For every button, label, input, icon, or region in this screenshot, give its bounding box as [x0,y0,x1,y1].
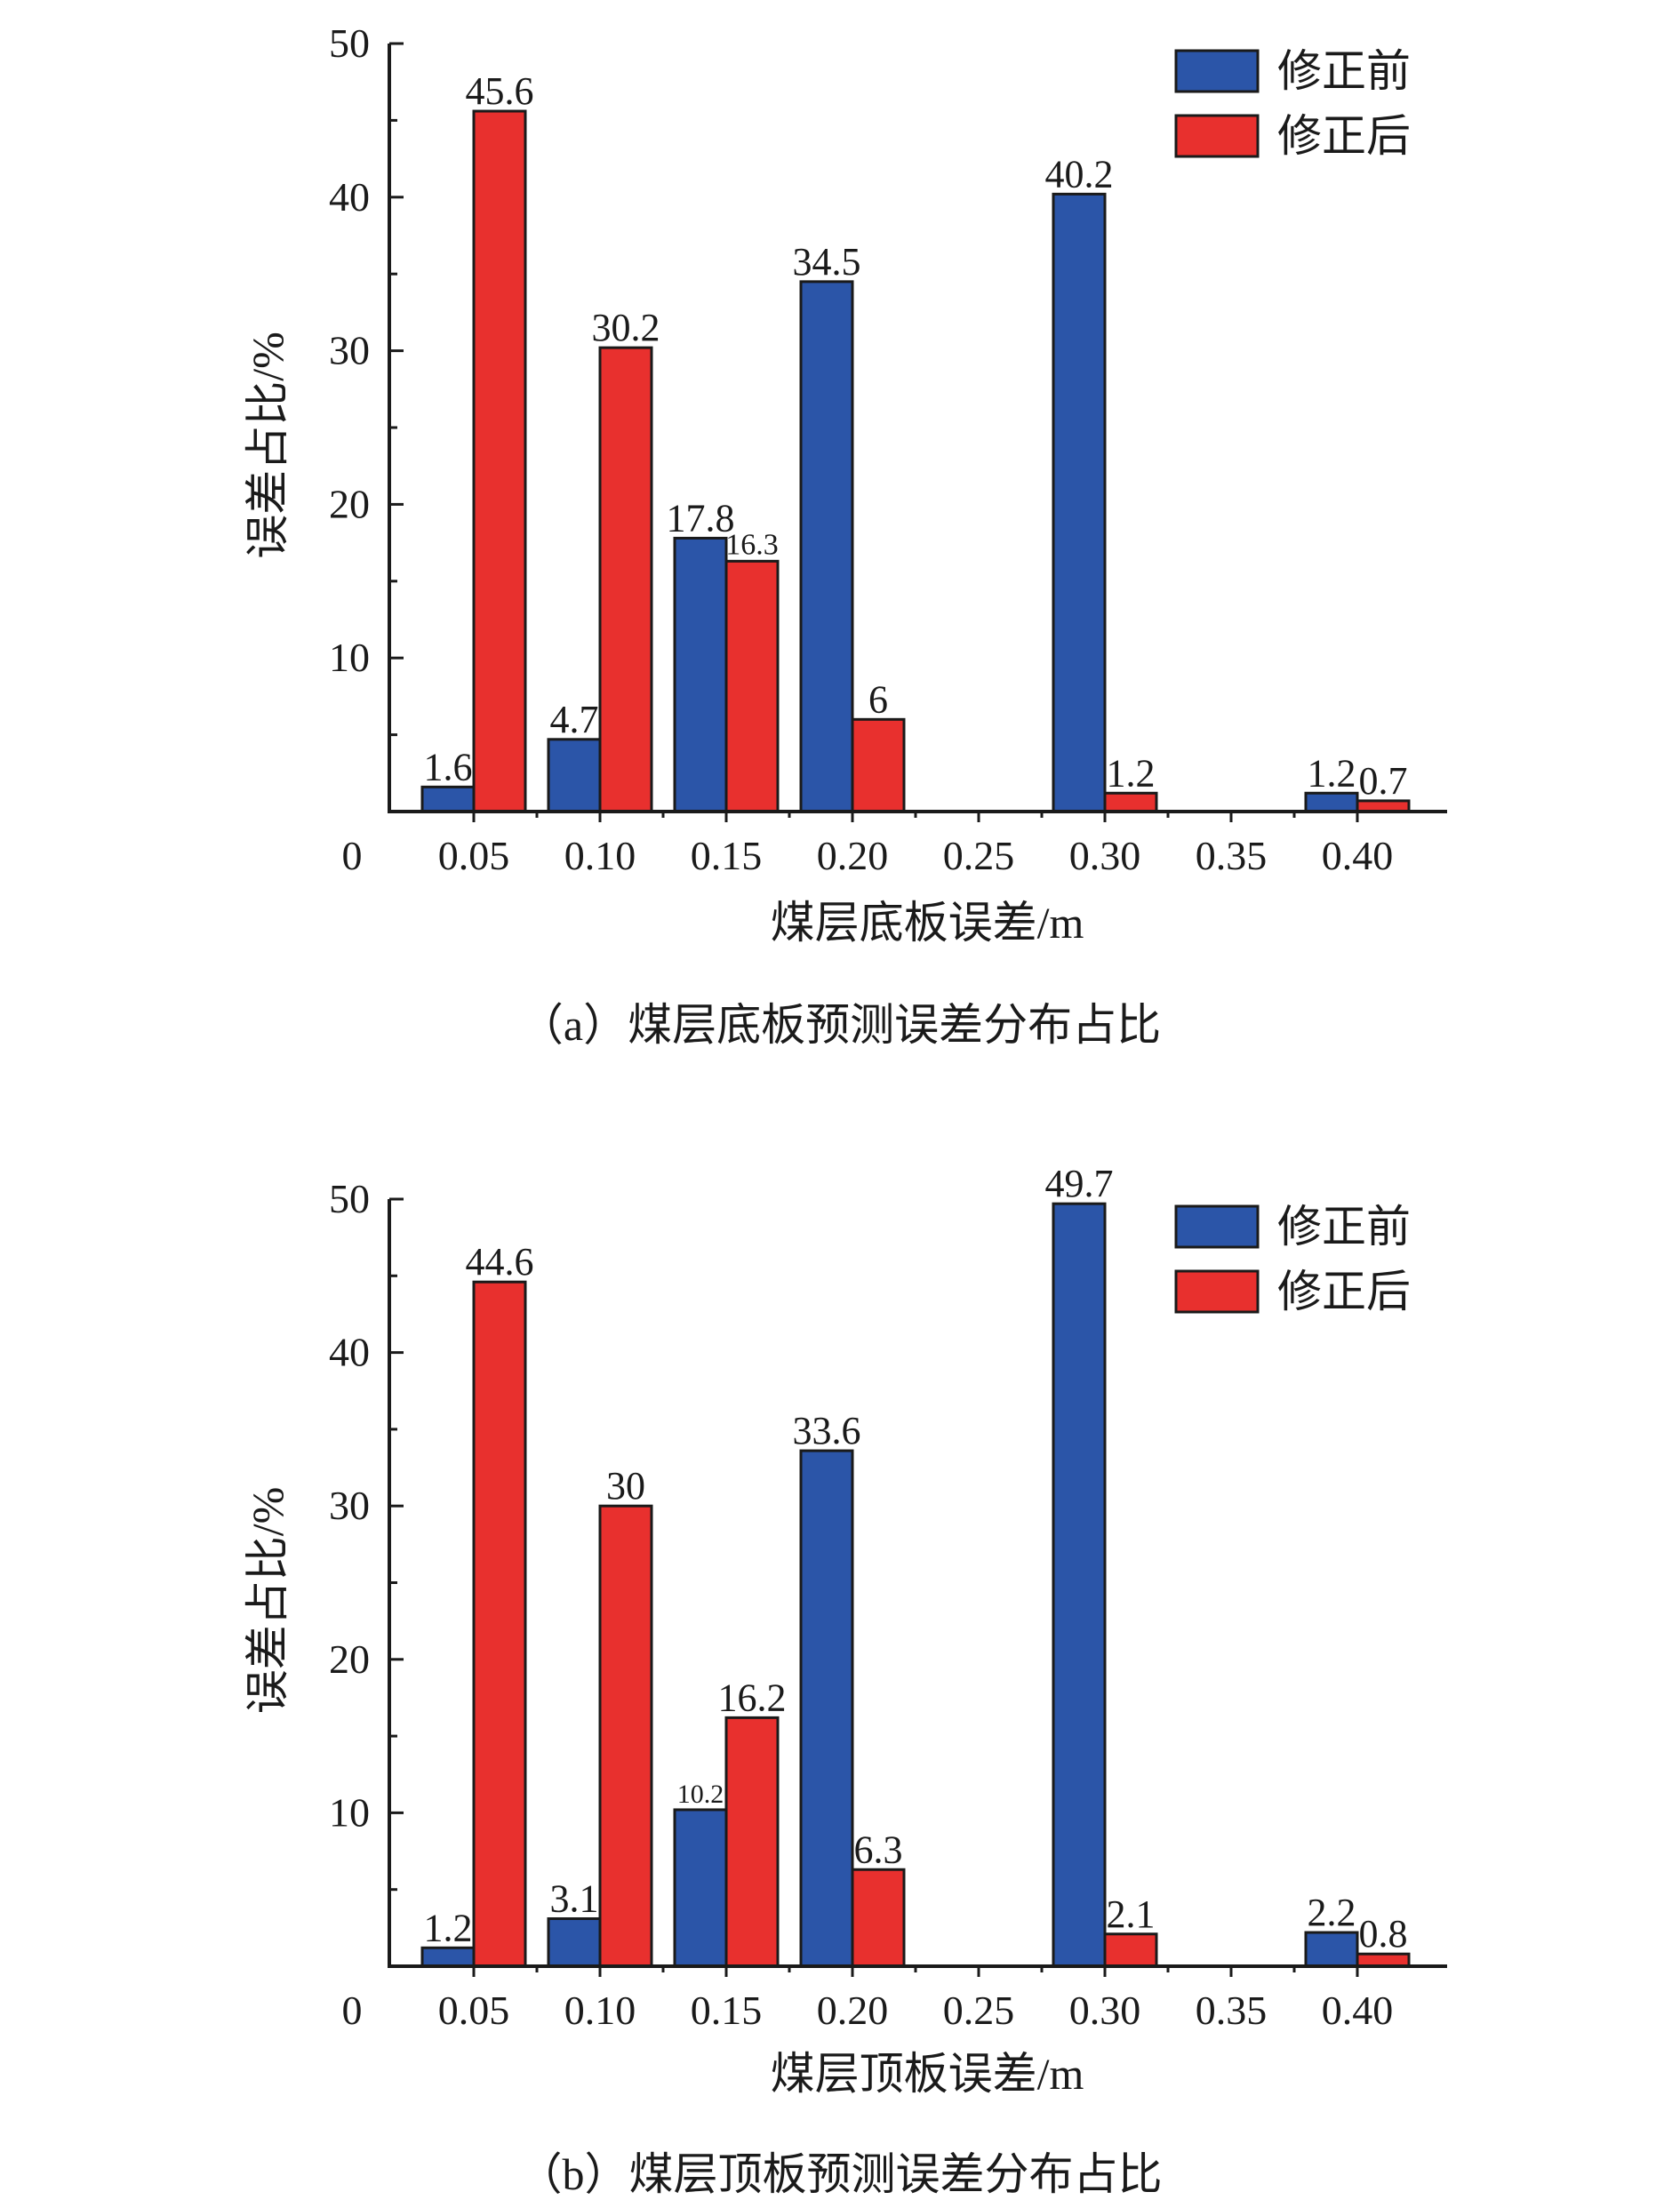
a-y-tick-label-20: 20 [329,481,370,526]
b-x-tick-label-0.40: 0.40 [1322,1988,1394,2033]
a-x-tick-label-0.05: 0.05 [438,833,510,878]
a-caption: （a）煤层底板预测误差分布占比 [519,1000,1161,1050]
b-y-tick-label-30: 30 [329,1483,370,1528]
a-bar-before-0.15 [673,536,728,813]
a-legend-swatch-after [1174,114,1260,158]
b-x-tick-label-0.35: 0.35 [1196,1988,1268,2033]
b-y-tick-label-40: 40 [329,1330,370,1375]
chart-b: 1.2 3.1 10.2 33.6 49.7 2.2 44.6 30 16.2 6.3 2.1 0.8… [243,1162,1447,2199]
b-bar-label-before-0.10: 3.1 [550,1876,599,1920]
b-bar-label-before-0.15: 10.2 [677,1780,724,1809]
b-bar-label-before-0.30: 49.7 [1045,1162,1114,1205]
a-bar-before-0.20 [799,280,854,813]
a-x-tick-label-0.10: 0.10 [564,833,636,878]
a-bar-label-after-0.10: 30.2 [592,306,660,349]
a-bar-label-before-0.15: 17.8 [667,496,735,540]
b-bar-label-after-0.40: 0.8 [1359,1912,1408,1956]
a-bar-before-0.40 [1304,791,1359,813]
b-bar-after-0.05 [472,1280,527,1968]
b-bar-before-0.05 [420,1946,476,1968]
b-bar-before-0.15 [673,1808,728,1968]
b-x-tick-label-0.10: 0.10 [564,1988,636,2033]
b-legend-label-before: 修正前 [1277,1202,1411,1252]
b-bar-before-0.20 [799,1449,854,1968]
b-x-tick-label-0.20: 0.20 [817,1988,889,2033]
b-bar-after-0.30 [1103,1932,1158,1968]
b-x-axis-label: 煤层顶板误差/m [771,2049,1084,2099]
b-bar-label-before-0.40: 2.2 [1308,1891,1356,1934]
b-y-tick-label-20: 20 [329,1636,370,1682]
a-bar-label-before-0.20: 34.5 [793,240,861,284]
b-bar-before-0.30 [1052,1202,1107,1968]
b-legend-swatch-after [1174,1269,1260,1314]
b-x-tick-label-0.05: 0.05 [438,1988,510,2033]
b-caption: （b）煤层顶板预测误差分布占比 [518,2149,1163,2199]
a-bar-label-after-0.05: 45.6 [466,69,534,113]
a-bar-label-after-0.30: 1.2 [1107,751,1156,795]
a-legend-swatch-before [1174,49,1260,93]
a-y-tick-label-30: 30 [329,328,370,373]
b-bar-label-after-0.30: 2.1 [1107,1892,1156,1936]
a-origin-label: 0 [342,833,363,878]
b-bar-label-after-0.10: 30 [606,1464,645,1508]
b-legend-label-after: 修正后 [1277,1267,1411,1316]
a-bar-after-0.20 [851,717,906,813]
b-origin-label: 0 [342,1988,363,2033]
a-bar-label-before-0.10: 4.7 [550,698,599,741]
a-bar-before-0.30 [1052,192,1107,813]
b-x-tick-label-0.15: 0.15 [691,1988,763,2033]
a-x-tick-label-0.35: 0.35 [1196,833,1268,878]
b-bar-label-after-0.20: 6.3 [854,1828,903,1871]
a-x-tick-label-0.15: 0.15 [691,833,763,878]
a-bar-label-after-0.40: 0.7 [1359,759,1408,803]
b-bar-before-0.40 [1304,1931,1359,1968]
a-bar-after-0.05 [472,109,527,813]
a-bar-label-before-0.30: 40.2 [1045,152,1114,196]
a-x-tick-label-0.20: 0.20 [817,833,889,878]
b-y-axis-label: 误差占比/% [243,1487,292,1715]
b-x-tick-label-0.30: 0.30 [1069,1988,1141,2033]
a-bar-label-after-0.15: 16.3 [725,528,779,561]
a-legend-label-before: 修正前 [1277,46,1411,96]
a-x-tick-label-0.25: 0.25 [943,833,1015,878]
b-legend-swatch-before [1174,1204,1260,1249]
a-x-tick-label-0.30: 0.30 [1069,833,1141,878]
a-y-tick-label-40: 40 [329,174,370,220]
a-x-axis-label: 煤层底板误差/m [771,898,1084,948]
a-bar-before-0.10 [547,738,602,813]
a-bar-after-0.10 [598,346,653,813]
b-y-tick-label-50: 50 [329,1176,370,1221]
b-bar-after-0.15 [724,1716,780,1968]
b-bar-before-0.10 [547,1916,602,1968]
b-bar-label-after-0.05: 44.6 [466,1240,534,1284]
a-x-tick-label-0.40: 0.40 [1322,833,1394,878]
b-bar-label-after-0.15: 16.2 [718,1676,787,1719]
a-y-tick-label-10: 10 [329,635,370,680]
a-bar-label-after-0.20: 6 [868,677,888,721]
a-bar-label-before-0.05: 1.6 [424,745,473,788]
chart-a: 1.64.717.834.540.21.245.630.216.361.2 0.7… [243,20,1447,1050]
b-bar-label-before-0.05: 1.2 [424,1906,473,1949]
b-bar-label-before-0.20: 33.6 [793,1409,861,1452]
a-y-axis-label: 误差占比/% [243,332,292,559]
b-bar-after-0.40 [1356,1952,1411,1968]
b-x-tick-label-0.25: 0.25 [943,1988,1015,2033]
a-bar-before-0.05 [420,785,476,813]
a-bar-after-0.30 [1103,791,1158,813]
a-bar-label-before-0.40: 1.2 [1308,751,1356,795]
b-y-tick-label-10: 10 [329,1789,370,1835]
b-bar-after-0.20 [851,1868,906,1968]
a-legend-label-after: 修正后 [1277,111,1411,161]
a-bar-after-0.15 [724,559,780,813]
b-bar-after-0.10 [598,1504,653,1968]
a-y-tick-label-50: 50 [329,20,370,66]
